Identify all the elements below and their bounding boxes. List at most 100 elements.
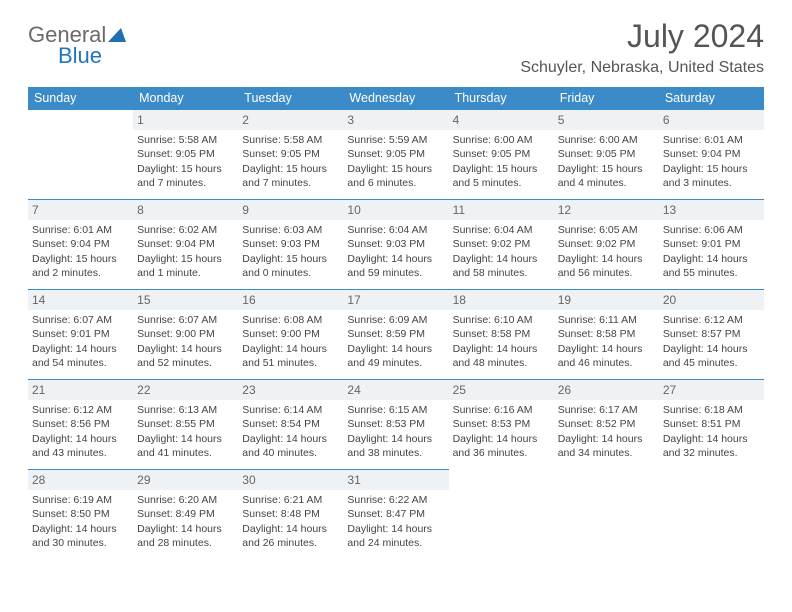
sunset-text: Sunset: 8:58 PM (558, 327, 655, 341)
day-number: 27 (659, 380, 764, 400)
sunrise-text: Sunrise: 6:07 AM (32, 313, 129, 327)
sunset-text: Sunset: 9:01 PM (663, 237, 760, 251)
sunset-text: Sunset: 9:04 PM (663, 147, 760, 161)
day-number: 30 (238, 470, 343, 490)
daylight-text: and 40 minutes. (242, 446, 339, 460)
sunset-text: Sunset: 9:05 PM (453, 147, 550, 161)
sunrise-text: Sunrise: 6:10 AM (453, 313, 550, 327)
daylight-text: Daylight: 14 hours (347, 252, 444, 266)
sunset-text: Sunset: 8:55 PM (137, 417, 234, 431)
day-number: 16 (238, 290, 343, 310)
sunrise-text: Sunrise: 6:09 AM (347, 313, 444, 327)
daylight-text: Daylight: 14 hours (453, 432, 550, 446)
calendar-cell: 27Sunrise: 6:18 AMSunset: 8:51 PMDayligh… (659, 380, 764, 470)
day-number: 15 (133, 290, 238, 310)
daylight-text: and 0 minutes. (242, 266, 339, 280)
day-number: 19 (554, 290, 659, 310)
daylight-text: Daylight: 14 hours (558, 342, 655, 356)
day-number: 20 (659, 290, 764, 310)
sunset-text: Sunset: 8:53 PM (453, 417, 550, 431)
sunrise-text: Sunrise: 6:11 AM (558, 313, 655, 327)
calendar-cell (659, 470, 764, 560)
sunset-text: Sunset: 9:01 PM (32, 327, 129, 341)
sunrise-text: Sunrise: 6:17 AM (558, 403, 655, 417)
daylight-text: and 56 minutes. (558, 266, 655, 280)
sunrise-text: Sunrise: 6:04 AM (453, 223, 550, 237)
sunrise-text: Sunrise: 6:15 AM (347, 403, 444, 417)
weekday-header: Wednesday (343, 87, 448, 110)
day-number: 17 (343, 290, 448, 310)
day-number: 21 (28, 380, 133, 400)
calendar-week-row: 14Sunrise: 6:07 AMSunset: 9:01 PMDayligh… (28, 290, 764, 380)
calendar-cell: 1Sunrise: 5:58 AMSunset: 9:05 PMDaylight… (133, 110, 238, 200)
weekday-header: Saturday (659, 87, 764, 110)
sunset-text: Sunset: 9:00 PM (137, 327, 234, 341)
day-number: 6 (659, 110, 764, 130)
calendar-cell: 13Sunrise: 6:06 AMSunset: 9:01 PMDayligh… (659, 200, 764, 290)
daylight-text: and 26 minutes. (242, 536, 339, 550)
calendar-cell: 14Sunrise: 6:07 AMSunset: 9:01 PMDayligh… (28, 290, 133, 380)
calendar-cell: 15 Sunrise: 6:07 AMSunset: 9:00 PMDayligh… (133, 290, 238, 380)
sunset-text: Sunset: 8:48 PM (242, 507, 339, 521)
day-number: 31 (343, 470, 448, 490)
weekday-header: Thursday (449, 87, 554, 110)
sunset-text: Sunset: 9:05 PM (242, 147, 339, 161)
page-header: General July 2024 Schuyler, Nebraska, Un… (28, 18, 764, 77)
daylight-text: Daylight: 14 hours (242, 342, 339, 356)
calendar-cell: 25Sunrise: 6:16 AMSunset: 8:53 PMDayligh… (449, 380, 554, 470)
month-title: July 2024 (520, 18, 764, 55)
daylight-text: and 4 minutes. (558, 176, 655, 190)
calendar-cell: 6Sunrise: 6:01 AMSunset: 9:04 PMDaylight… (659, 110, 764, 200)
sunset-text: Sunset: 8:51 PM (663, 417, 760, 431)
calendar-cell: 20Sunrise: 6:12 AMSunset: 8:57 PMDayligh… (659, 290, 764, 380)
title-block: July 2024 Schuyler, Nebraska, United Sta… (520, 18, 764, 77)
daylight-text: and 5 minutes. (453, 176, 550, 190)
sunrise-text: Sunrise: 5:58 AM (137, 133, 234, 147)
location-text: Schuyler, Nebraska, United States (520, 59, 764, 77)
daylight-text: Daylight: 15 hours (558, 162, 655, 176)
daylight-text: and 24 minutes. (347, 536, 444, 550)
calendar-cell: 4Sunrise: 6:00 AMSunset: 9:05 PMDaylight… (449, 110, 554, 200)
day-number: 29 (133, 470, 238, 490)
daylight-text: Daylight: 14 hours (453, 342, 550, 356)
daylight-text: and 43 minutes. (32, 446, 129, 460)
calendar-cell: 18Sunrise: 6:10 AMSunset: 8:58 PMDayligh… (449, 290, 554, 380)
sunset-text: Sunset: 9:05 PM (347, 147, 444, 161)
sunset-text: Sunset: 9:05 PM (137, 147, 234, 161)
sunset-text: Sunset: 9:03 PM (242, 237, 339, 251)
sunrise-text: Sunrise: 6:07 AM (137, 313, 234, 327)
daylight-text: Daylight: 14 hours (137, 522, 234, 536)
sunset-text: Sunset: 8:54 PM (242, 417, 339, 431)
daylight-text: Daylight: 15 hours (242, 252, 339, 266)
calendar-week-row: 1Sunrise: 5:58 AMSunset: 9:05 PMDaylight… (28, 110, 764, 200)
daylight-text: Daylight: 14 hours (558, 432, 655, 446)
daylight-text: Daylight: 14 hours (32, 342, 129, 356)
daylight-text: and 41 minutes. (137, 446, 234, 460)
daylight-text: Daylight: 15 hours (663, 162, 760, 176)
calendar-cell: 29Sunrise: 6:20 AMSunset: 8:49 PMDayligh… (133, 470, 238, 560)
day-number: 3 (343, 110, 448, 130)
day-number: 22 (133, 380, 238, 400)
daylight-text: Daylight: 14 hours (453, 252, 550, 266)
sunrise-text: Sunrise: 6:05 AM (558, 223, 655, 237)
sunrise-text: Sunrise: 6:16 AM (453, 403, 550, 417)
daylight-text: Daylight: 15 hours (453, 162, 550, 176)
sunrise-text: Sunrise: 6:03 AM (242, 223, 339, 237)
sunset-text: Sunset: 9:03 PM (347, 237, 444, 251)
daylight-text: Daylight: 15 hours (242, 162, 339, 176)
calendar-cell: 26Sunrise: 6:17 AMSunset: 8:52 PMDayligh… (554, 380, 659, 470)
calendar-cell: 11Sunrise: 6:04 AMSunset: 9:02 PMDayligh… (449, 200, 554, 290)
daylight-text: and 49 minutes. (347, 356, 444, 370)
sunrise-text: Sunrise: 6:00 AM (453, 133, 550, 147)
daylight-text: and 3 minutes. (663, 176, 760, 190)
day-number: 10 (343, 200, 448, 220)
weekday-header: Friday (554, 87, 659, 110)
daylight-text: Daylight: 15 hours (137, 162, 234, 176)
daylight-text: Daylight: 14 hours (663, 252, 760, 266)
calendar-cell: 24Sunrise: 6:15 AMSunset: 8:53 PMDayligh… (343, 380, 448, 470)
sunset-text: Sunset: 8:59 PM (347, 327, 444, 341)
daylight-text: Daylight: 14 hours (137, 342, 234, 356)
sunrise-text: Sunrise: 6:08 AM (242, 313, 339, 327)
sunrise-text: Sunrise: 6:20 AM (137, 493, 234, 507)
sunrise-text: Sunrise: 6:19 AM (32, 493, 129, 507)
